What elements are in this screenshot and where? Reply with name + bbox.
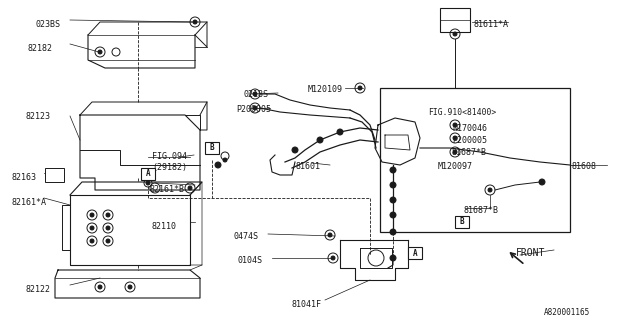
Text: 023BS: 023BS [36,20,61,29]
Text: FRONT: FRONT [516,248,545,258]
Circle shape [539,179,545,185]
Circle shape [390,197,396,203]
Text: M120097: M120097 [438,162,473,171]
Circle shape [128,285,132,289]
Bar [455,216,469,228]
Circle shape [193,20,197,24]
Text: 81041F: 81041F [292,300,322,309]
Text: 81611*A: 81611*A [474,20,509,29]
Text: N170046: N170046 [452,124,487,133]
Circle shape [98,50,102,54]
Circle shape [98,285,102,289]
Circle shape [331,256,335,260]
Circle shape [337,129,343,135]
Circle shape [292,147,298,153]
Circle shape [453,150,457,154]
Circle shape [390,229,396,235]
Circle shape [106,213,110,217]
Circle shape [90,239,94,243]
Text: 82161*A: 82161*A [12,198,47,207]
Text: B: B [210,143,214,153]
Text: A: A [146,170,150,179]
Circle shape [358,86,362,90]
Bar [408,247,422,259]
Text: 0474S: 0474S [234,232,259,241]
Circle shape [188,186,192,190]
Bar [380,88,570,232]
Text: P200005: P200005 [236,105,271,114]
Circle shape [328,233,332,237]
Text: 81687*B: 81687*B [464,206,499,215]
Bar [45,168,64,182]
Circle shape [453,136,457,140]
Circle shape [390,255,396,261]
Text: 81608: 81608 [572,162,597,171]
Text: 82163: 82163 [12,173,37,182]
Circle shape [146,181,150,185]
Bar [440,8,470,32]
Circle shape [106,239,110,243]
Bar [141,168,155,180]
Bar [205,142,219,154]
Circle shape [488,188,492,192]
Circle shape [453,32,457,36]
Text: 0104S: 0104S [238,256,263,265]
Text: P200005: P200005 [452,136,487,145]
Text: B: B [460,218,464,227]
Circle shape [317,137,323,143]
Circle shape [223,158,227,162]
Text: A: A [413,249,417,258]
Circle shape [390,167,396,173]
Text: A820001165: A820001165 [544,308,590,317]
Circle shape [215,162,221,168]
Circle shape [253,92,257,96]
Circle shape [90,213,94,217]
Circle shape [390,212,396,218]
Text: 82161*B: 82161*B [150,185,185,194]
Text: FIG.094: FIG.094 [152,152,187,161]
Text: (29182): (29182) [152,163,187,172]
Text: 82182: 82182 [28,44,53,53]
Text: 81601: 81601 [296,162,321,171]
Circle shape [253,106,257,110]
Text: 82110: 82110 [152,222,177,231]
Circle shape [90,226,94,230]
Text: 82122: 82122 [26,285,51,294]
Circle shape [390,182,396,188]
Text: FIG.910<81400>: FIG.910<81400> [428,108,496,117]
Text: 81687*B: 81687*B [452,148,487,157]
Text: 0218S: 0218S [244,90,269,99]
Text: M120109: M120109 [308,85,343,94]
Circle shape [106,226,110,230]
Circle shape [453,123,457,127]
Text: 82123: 82123 [26,112,51,121]
